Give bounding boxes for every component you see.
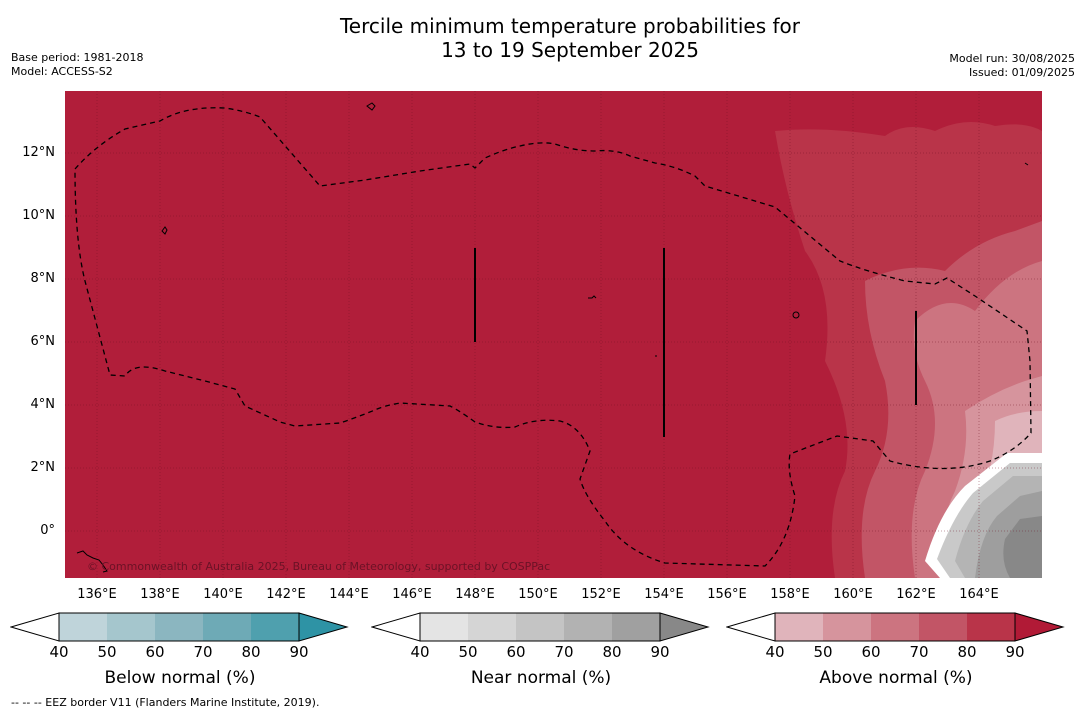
title-line-1: Tercile minimum temperature probabilitie… [339, 14, 801, 38]
lon-label-158e: 158°E [770, 587, 810, 602]
above-tick-50: 50 [813, 643, 833, 661]
lon-label-148e: 148°E [455, 587, 495, 602]
model-run: Model run: 30/08/2025 [949, 52, 1075, 65]
cbar-near-70 [564, 613, 612, 641]
cbar-above-70 [919, 613, 967, 641]
cbar-above-40 [775, 613, 823, 641]
island-7 [76, 550, 108, 573]
below-tick-40: 40 [49, 643, 69, 661]
colorbar-near-title: Near normal (%) [470, 668, 612, 688]
grid-lines [65, 91, 1042, 578]
above-tick-40: 40 [765, 643, 785, 661]
near-tick-40: 40 [410, 643, 430, 661]
lon-label-162e: 162°E [896, 587, 936, 602]
island-3 [588, 295, 597, 299]
lat-label-6n: 6°N [30, 334, 56, 349]
colorbar-below-title: Below normal (%) [104, 668, 256, 688]
eez-footnote: -- -- -- EEZ border V11 (Flanders Marine… [11, 696, 320, 709]
cbar-below-50 [107, 613, 155, 641]
near-tick-90: 90 [650, 643, 670, 661]
lon-label-142e: 142°E [266, 587, 306, 602]
above-tick-70: 70 [909, 643, 929, 661]
above-tick-80: 80 [957, 643, 977, 661]
lon-label-144e: 144°E [329, 587, 369, 602]
cbar-below-70 [203, 613, 251, 641]
lon-label-156e: 156°E [707, 587, 747, 602]
lon-label-146e: 146°E [392, 587, 432, 602]
island-2 [161, 226, 168, 235]
island-6 [1024, 162, 1029, 166]
colorbar-below-normal [10, 612, 349, 642]
below-tick-50: 50 [97, 643, 117, 661]
meta-right: Model run: 30/08/2025 Issued: 01/09/2025 [949, 52, 1075, 80]
lon-label-160e: 160°E [833, 587, 873, 602]
below-tick-80: 80 [241, 643, 261, 661]
cbar-near-under [371, 612, 421, 642]
lon-label-152e: 152°E [581, 587, 621, 602]
meta-left: Base period: 1981-2018 Model: ACCESS-S2 [11, 51, 143, 79]
cbar-below-over [298, 612, 349, 642]
base-period: Base period: 1981-2018 [11, 51, 144, 64]
near-tick-70: 70 [554, 643, 574, 661]
cbar-near-40 [420, 613, 468, 641]
lat-label-10n: 10°N [22, 208, 55, 223]
lon-label-164e: 164°E [959, 587, 999, 602]
title-line-2: 13 to 19 September 2025 [441, 38, 699, 62]
map-title: Tercile minimum temperature probabilitie… [0, 14, 1085, 62]
issued-date: Issued: 01/09/2025 [968, 66, 1075, 79]
island-1 [366, 102, 376, 111]
cbar-below-under [10, 612, 60, 642]
lat-label-0: 0° [40, 523, 55, 538]
cbar-below-80 [251, 613, 299, 641]
lon-label-154e: 154°E [644, 587, 684, 602]
cbar-above-80 [967, 613, 1015, 641]
lon-label-136e: 136°E [77, 587, 117, 602]
lat-label-8n: 8°N [30, 271, 56, 286]
colorbar-above-title: Above normal (%) [819, 668, 973, 688]
cbar-below-40 [59, 613, 107, 641]
near-tick-50: 50 [458, 643, 478, 661]
cbar-above-50 [823, 613, 871, 641]
lon-label-150e: 150°E [518, 587, 558, 602]
cbar-near-50 [468, 613, 516, 641]
zone-near-80 [1003, 516, 1042, 578]
lon-label-140e: 140°E [203, 587, 243, 602]
cbar-near-60 [516, 613, 564, 641]
cbar-above-over [1014, 612, 1065, 642]
below-tick-60: 60 [145, 643, 165, 661]
cbar-above-under [726, 612, 776, 642]
probability-map[interactable]: © Commonwealth of Australia 2025, Bureau… [65, 91, 1042, 578]
model-name: Model: ACCESS-S2 [11, 65, 113, 78]
lat-label-2n: 2°N [30, 460, 56, 475]
above-tick-60: 60 [861, 643, 881, 661]
colorbar-above-normal [726, 612, 1065, 642]
islands [76, 102, 1029, 573]
cbar-below-60 [155, 613, 203, 641]
cbar-near-80 [612, 613, 660, 641]
copyright-text: © Commonwealth of Australia 2025, Bureau… [87, 560, 550, 573]
below-tick-90: 90 [289, 643, 309, 661]
colorbar-near-normal [371, 612, 710, 642]
island-4 [792, 311, 800, 319]
near-tick-80: 80 [602, 643, 622, 661]
lon-label-138e: 138°E [140, 587, 180, 602]
below-tick-70: 70 [193, 643, 213, 661]
above-tick-90: 90 [1005, 643, 1025, 661]
cbar-near-over [659, 612, 710, 642]
lat-label-12n: 12°N [22, 145, 55, 160]
lat-label-4n: 4°N [30, 397, 56, 412]
near-tick-60: 60 [506, 643, 526, 661]
cbar-above-60 [871, 613, 919, 641]
